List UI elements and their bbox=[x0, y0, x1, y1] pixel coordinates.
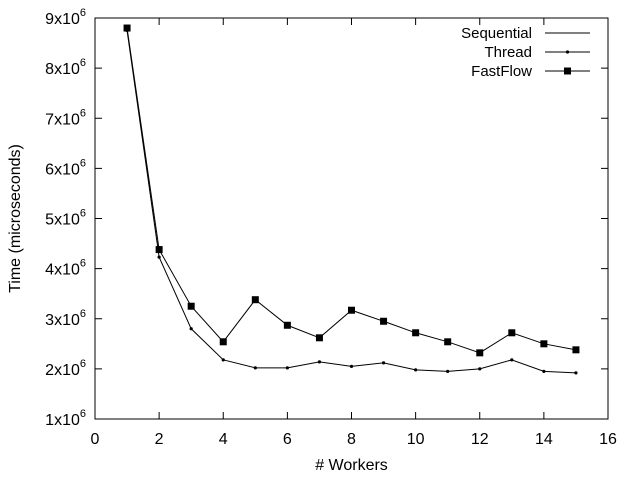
thread-point bbox=[446, 369, 450, 373]
y-tick-mantissa: 7x10 bbox=[45, 111, 80, 128]
thread-point bbox=[414, 368, 418, 372]
x-tick-label: 10 bbox=[407, 431, 425, 448]
legend-label-fastflow: FastFlow bbox=[471, 63, 532, 80]
x-tick-label: 8 bbox=[347, 431, 356, 448]
x-tick-label: 16 bbox=[599, 431, 617, 448]
thread-point bbox=[510, 358, 514, 362]
y-tick-exponent: 6 bbox=[80, 408, 86, 420]
y-tick-mantissa: 9x10 bbox=[45, 11, 80, 28]
x-tick-label: 14 bbox=[535, 431, 553, 448]
thread-point bbox=[221, 358, 225, 362]
y-tick-exponent: 6 bbox=[80, 358, 86, 370]
y-tick-mantissa: 4x10 bbox=[45, 262, 80, 279]
thread-point bbox=[157, 255, 161, 259]
thread-point bbox=[317, 360, 322, 364]
series-layer bbox=[123, 24, 580, 375]
fastflow-point bbox=[123, 24, 131, 32]
thread-point bbox=[349, 364, 354, 368]
legend-label-sequential: Sequential bbox=[461, 25, 532, 42]
y-tick-exponent: 6 bbox=[80, 157, 86, 169]
y-tick-exponent: 6 bbox=[80, 258, 86, 270]
legend: Sequential Thread FastFlow bbox=[461, 25, 590, 80]
fastflow-point bbox=[572, 346, 580, 354]
y-tick-label: 2x106 bbox=[45, 358, 86, 379]
y-tick-label: 5x106 bbox=[45, 208, 86, 229]
x-axis: 0 2 4 6 8 10 12 14 16 bbox=[91, 18, 617, 448]
y-tick-mantissa: 5x10 bbox=[45, 212, 80, 229]
thread-series-line bbox=[126, 30, 576, 374]
y-tick-exponent: 6 bbox=[80, 57, 86, 69]
thread-point bbox=[542, 369, 546, 373]
y-tick-label: 4x106 bbox=[45, 258, 86, 279]
fastflow-point bbox=[540, 340, 548, 348]
y-tick-mantissa: 6x10 bbox=[45, 161, 80, 178]
y-tick-mantissa: 1x10 bbox=[45, 412, 80, 429]
y-tick-exponent: 6 bbox=[80, 7, 86, 19]
fastflow-point bbox=[283, 321, 291, 329]
fastflow-point bbox=[508, 329, 516, 337]
fastflow-point bbox=[187, 302, 195, 310]
thread-point bbox=[189, 327, 193, 331]
fastflow-point bbox=[155, 246, 163, 254]
y-tick-mantissa: 8x10 bbox=[45, 61, 80, 78]
y-tick-mantissa: 3x10 bbox=[45, 312, 80, 329]
y-axis: 1x1062x1063x1064x1065x1066x1067x1068x106… bbox=[45, 7, 608, 429]
fastflow-point bbox=[444, 338, 452, 346]
y-tick-mantissa: 2x10 bbox=[45, 362, 80, 379]
fastflow-point bbox=[412, 329, 420, 337]
x-tick-label: 6 bbox=[283, 431, 292, 448]
x-tick-label: 4 bbox=[219, 431, 228, 448]
y-axis-title: Time (microseconds) bbox=[7, 144, 24, 293]
y-tick-label: 9x106 bbox=[45, 7, 86, 28]
y-tick-label: 7x106 bbox=[45, 107, 86, 128]
y-tick-label: 3x106 bbox=[45, 308, 86, 329]
x-axis-title: # Workers bbox=[315, 457, 388, 474]
y-tick-label: 1x106 bbox=[45, 408, 86, 429]
thread-point bbox=[381, 361, 386, 365]
fastflow-point bbox=[476, 349, 484, 357]
thread-point bbox=[478, 367, 482, 371]
x-tick-label: 0 bbox=[91, 431, 100, 448]
fastflow-point bbox=[315, 334, 323, 342]
thread-point bbox=[574, 371, 578, 375]
y-tick-exponent: 6 bbox=[80, 107, 86, 119]
legend-label-thread: Thread bbox=[484, 44, 532, 61]
thread-point bbox=[285, 366, 289, 370]
y-tick-exponent: 6 bbox=[80, 208, 86, 220]
y-tick-exponent: 6 bbox=[80, 308, 86, 320]
y-tick-label: 8x106 bbox=[45, 57, 86, 78]
thread-point bbox=[253, 366, 257, 370]
fastflow-point bbox=[380, 317, 388, 325]
legend-marker-thread bbox=[565, 50, 570, 54]
fastflow-point bbox=[348, 306, 355, 314]
legend-marker-fastflow bbox=[564, 67, 571, 75]
fastflow-point bbox=[251, 296, 259, 304]
fastflow-point bbox=[219, 338, 227, 346]
x-tick-label: 2 bbox=[155, 431, 164, 448]
x-tick-label: 12 bbox=[471, 431, 489, 448]
y-tick-label: 6x106 bbox=[45, 157, 86, 178]
